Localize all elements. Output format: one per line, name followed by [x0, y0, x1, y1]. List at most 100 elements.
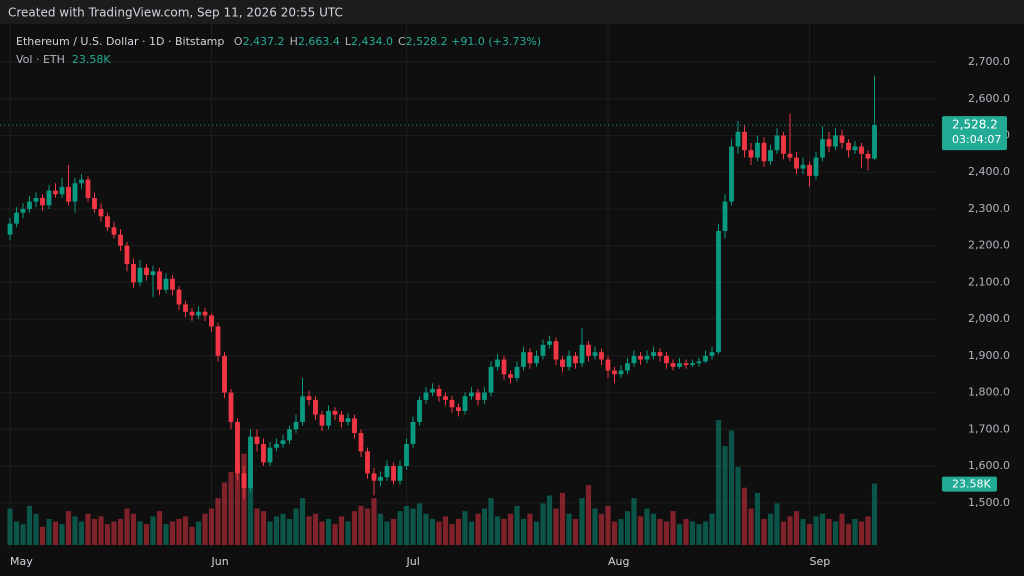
change: +91.0 (+3.73%) [451, 35, 542, 48]
volume-bar [65, 511, 72, 545]
volume-bar [384, 521, 390, 545]
volume-bar [754, 492, 761, 545]
candle-body [124, 245, 130, 265]
volume-bar [72, 516, 78, 545]
volume-bar [858, 521, 865, 545]
volume-bar [52, 521, 59, 545]
candle-body [761, 142, 767, 162]
volume-bar [748, 508, 754, 545]
y-tick-label: 2,100.0 [968, 275, 1010, 288]
candle-body [579, 344, 585, 364]
volume-bar [156, 511, 163, 545]
candle-body [612, 370, 617, 375]
x-tick-label: Sep [810, 555, 831, 568]
candle-body [59, 186, 65, 195]
candle-body [839, 135, 845, 143]
y-tick-label: 2,200.0 [968, 239, 1010, 252]
candle-body [202, 311, 208, 316]
candle-body [98, 208, 104, 217]
candle-body [313, 399, 318, 415]
volume-bar [819, 513, 826, 545]
volume-bar [533, 521, 540, 545]
candle-body [170, 278, 175, 290]
candle-body [794, 157, 799, 169]
candle-body [293, 421, 299, 430]
candle-body [358, 432, 364, 452]
volume-bar [631, 498, 637, 545]
volume-bar [299, 498, 306, 545]
volume-bar [501, 518, 507, 545]
candle-body [137, 267, 143, 283]
candle-body [852, 146, 858, 151]
candle-body [820, 139, 825, 158]
volume-bar [176, 518, 182, 545]
candle-body [163, 278, 169, 290]
candle-body [657, 352, 663, 356]
volume-bar [813, 516, 819, 545]
volume-bar [117, 518, 124, 545]
volume-bar [267, 521, 273, 545]
candle-body [14, 212, 19, 224]
candle-body [540, 344, 546, 356]
candle-body [456, 407, 461, 411]
candle-body [306, 396, 312, 400]
y-tick-label: 2,400.0 [968, 165, 1010, 178]
candle-body [742, 131, 747, 151]
y-tick-label: 1,700.0 [968, 422, 1010, 435]
last-price-label: 2,528.2 [952, 118, 998, 132]
volume-bar [195, 521, 202, 545]
candle-body [241, 473, 247, 489]
volume-bar [579, 498, 585, 545]
volume-bar [468, 521, 475, 545]
volume-bar [657, 518, 663, 545]
volume-bar [767, 513, 774, 545]
candle-body [586, 344, 591, 356]
volume-bar [358, 505, 364, 545]
volume-bar [436, 521, 442, 545]
candle-body [371, 473, 377, 481]
volume-value: 23.58K [71, 53, 111, 66]
candle-body [287, 429, 292, 441]
volume-bar [650, 513, 657, 545]
ohlc-legend: O2,437.2 H2,663.4 L2,434.0 C2,528.2 [228, 35, 451, 48]
volume-bar [137, 521, 143, 545]
volume-bar [540, 503, 546, 545]
volume-bar [793, 511, 800, 545]
candle-body [176, 289, 182, 305]
volume-bar [689, 521, 696, 545]
candle-body [33, 197, 39, 202]
candle-body [865, 153, 871, 159]
volume-bar [455, 518, 462, 545]
volume-bar [39, 526, 46, 545]
volume-bar [390, 518, 397, 545]
candle-body [768, 150, 773, 162]
candle-body [521, 352, 526, 367]
candle-body [599, 352, 604, 360]
volume-bar [13, 521, 20, 545]
volume-bar [566, 513, 572, 545]
volume-bar [449, 524, 455, 545]
candle-body [644, 355, 650, 360]
candle-body [735, 131, 741, 147]
volume-bar [59, 524, 65, 545]
candle-body [638, 355, 643, 360]
candle-body [92, 197, 97, 209]
volume-bar [722, 446, 728, 545]
candle-body [482, 392, 487, 400]
volume-bar [683, 518, 689, 545]
candle-body [215, 326, 221, 356]
volume-bar [228, 472, 234, 545]
volume-bar [826, 518, 832, 545]
candle-body [495, 359, 500, 367]
candle-body [625, 363, 630, 371]
countdown: 03:04:07 [952, 133, 1001, 146]
volume-bar [475, 513, 481, 545]
candle-body [404, 444, 409, 467]
volume-bar [130, 513, 137, 545]
candle-body [709, 352, 715, 356]
volume-bar [371, 498, 377, 545]
volume-bar [481, 508, 488, 545]
volume-bar [215, 498, 221, 545]
y-tick-label: 1,900.0 [968, 349, 1010, 362]
